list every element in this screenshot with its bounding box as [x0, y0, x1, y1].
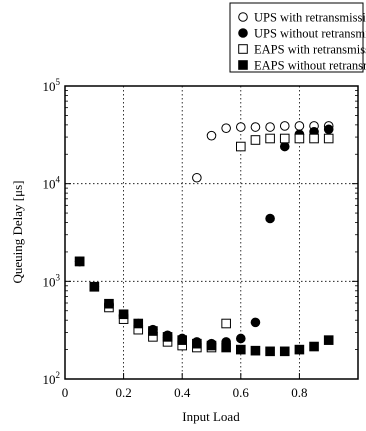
legend-marker-series-4: [238, 60, 248, 70]
legend-label-series-3: EAPS with retransmission: [254, 43, 366, 57]
legend-marker-series-2: [238, 28, 248, 38]
data-point-series-3: [309, 133, 319, 144]
legend-box: [229, 2, 364, 73]
data-point-series-4: [221, 342, 231, 353]
data-point-series-4: [148, 326, 158, 336]
y-tick-exponent: 3: [56, 272, 61, 282]
legend-marker-series-1: [238, 12, 248, 22]
y-tick-base: 10: [43, 79, 56, 94]
data-point-series-4: [206, 340, 217, 351]
data-point-series-4: [294, 344, 305, 355]
data-point-series-2: [265, 213, 275, 224]
data-point-series-4: [74, 256, 85, 267]
x-tick-label: 0.4: [174, 385, 191, 400]
data-point-series-4: [236, 344, 246, 355]
data-point-series-4: [162, 332, 173, 342]
data-point-series-3: [236, 141, 246, 152]
y-tick-exponent: 5: [56, 77, 61, 87]
x-tick-label: 0.2: [115, 385, 131, 400]
legend-label-series-1: UPS with retransmission: [254, 11, 366, 25]
x-tick-label: 0: [62, 385, 69, 400]
plot-frame: [64, 85, 359, 380]
x-tick-label: 0.6: [233, 385, 250, 400]
y-tick-label: 104: [43, 175, 61, 192]
data-point-series-4: [89, 281, 100, 292]
legend-entries: UPS with retransmission UPS without retra…: [238, 11, 366, 73]
y-axis-label: Queuing Delay [μs]: [10, 181, 25, 284]
data-point-series-2: [250, 317, 261, 328]
data-point-series-3: [265, 133, 275, 144]
data-point-series-4: [177, 335, 187, 345]
x-tick-label: 0.8: [291, 385, 307, 400]
y-tick-label: 105: [43, 77, 61, 94]
y-tick-label: 102: [43, 370, 61, 387]
y-tick-exponent: 4: [56, 175, 61, 185]
data-point-series-3: [250, 135, 261, 145]
data-point-series-4: [133, 318, 144, 329]
data-point-series-1: [206, 130, 217, 141]
data-point-series-1: [294, 121, 305, 131]
data-point-series-1: [221, 123, 231, 133]
data-point-series-4: [265, 346, 275, 357]
legend: UPS with retransmission UPS without retra…: [229, 2, 366, 73]
data-point-series-4: [279, 346, 290, 357]
y-tick-label: 103: [43, 272, 61, 289]
data-point-series-4: [104, 298, 114, 309]
y-tick-exponent: 2: [56, 370, 61, 380]
data-point-series-1: [192, 172, 202, 183]
data-point-series-4: [192, 338, 202, 349]
data-point-series-2: [279, 141, 290, 152]
data-point-series-1: [236, 122, 246, 132]
data-point-series-1: [279, 121, 290, 131]
data-point-series-2: [323, 124, 334, 135]
data-point-series-3: [294, 133, 305, 144]
data-point-series-4: [309, 341, 319, 352]
y-tick-base: 10: [43, 177, 56, 192]
legend-marker-series-3: [238, 44, 248, 54]
data-point-series-1: [265, 122, 275, 132]
data-point-series-3: [279, 133, 290, 144]
data-point-series-1: [250, 122, 261, 132]
x-axis-label: Input Load: [182, 409, 240, 424]
legend-label-series-4: EAPS without retransmission: [254, 59, 366, 73]
legend-label-series-2: UPS without retransmission: [254, 27, 366, 41]
data-points: [74, 121, 334, 357]
data-point-series-2: [236, 333, 246, 344]
data-point-series-4: [323, 335, 334, 345]
y-tick-base: 10: [43, 274, 56, 289]
data-point-series-4: [250, 345, 261, 356]
data-point-series-3: [323, 133, 334, 144]
data-point-series-4: [118, 309, 129, 320]
y-tick-base: 10: [43, 372, 56, 387]
data-point-series-3: [221, 318, 231, 329]
